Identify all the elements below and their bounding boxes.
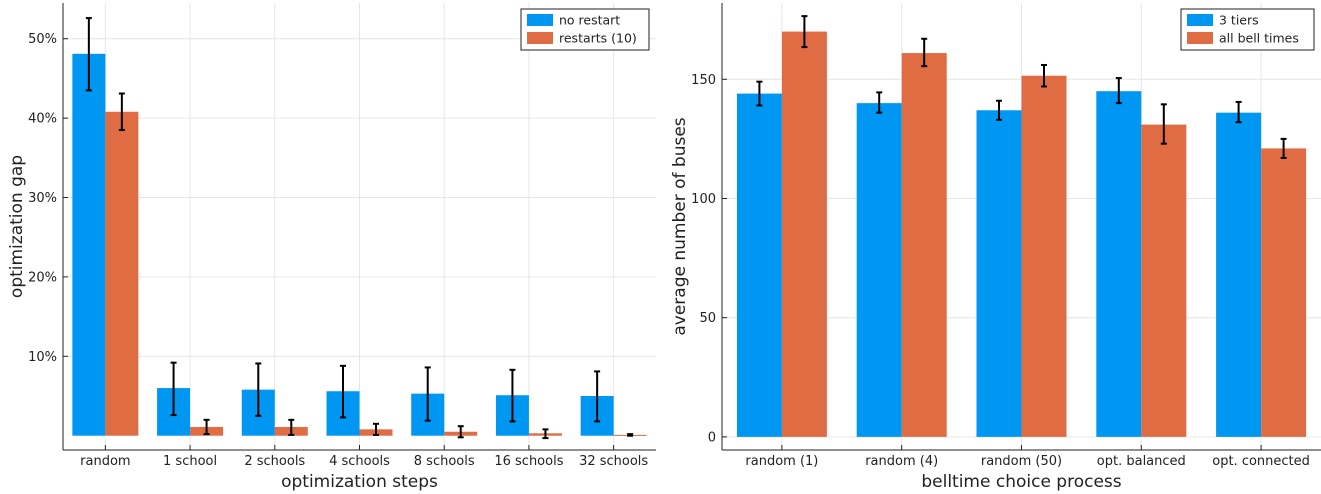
legend-swatch [1187,14,1213,26]
legend-swatch [527,32,553,44]
bar-buses-s1 [976,110,1022,437]
y-tick-label: 50% [28,32,57,47]
x-tick-label: random (4) [865,454,938,469]
bar-gap-s1 [72,53,106,436]
y-tick-label: 40% [28,112,57,127]
x-tick-label: 2 schools [244,454,305,469]
x-tick-label: random (1) [745,454,818,469]
bar-buses-s2 [781,31,827,437]
chart-average-buses: 0 50 100 150 random (1) random (4) random (50)… [670,3,1321,492]
legend-swatch [1187,32,1213,44]
y-tick-label: 10% [28,350,57,365]
x-tick-label: 16 schools [494,454,563,469]
chart-optimization-gap: 10% 20% 30% 40% 50% random 1 school 2 schools 4 … [7,3,656,492]
y-tick-label: 30% [28,191,57,206]
legend-swatch [527,14,553,26]
x-tick-label: 32 schools [579,454,648,469]
legend-label: all bell times [1219,31,1299,46]
bar-buses-s2 [1141,124,1187,437]
x-tick-label: random (50) [981,454,1062,469]
bar-gap-s2 [105,111,139,436]
bar-buses-s1 [736,93,782,437]
y-tick-label: 0 [708,430,716,445]
y-axis-label: optimization gap [7,155,27,298]
y-tick-label: 50 [699,311,716,326]
bar-buses-s1 [1216,112,1262,437]
bar-buses-s1 [1096,91,1142,437]
y-tick-label: 100 [691,192,716,207]
legend-label: 3 tiers [1219,13,1259,28]
y-axis-label: average number of buses [670,117,690,335]
x-tick-label: opt. balanced [1097,454,1186,469]
x-axis-label: belltime choice process [921,472,1121,492]
y-tick-label: 20% [28,270,57,285]
x-axis-label: optimization steps [281,472,438,492]
bar-buses-s2 [1021,75,1067,437]
bar-buses-s2 [901,53,947,437]
x-tick-label: 1 school [163,454,217,469]
x-tick-label: 8 schools [414,454,475,469]
x-tick-label: random [80,454,130,469]
bar-buses-s1 [856,103,902,437]
x-tick-label: 4 schools [329,454,390,469]
bar-buses-s2 [1261,148,1307,437]
y-tick-label: 150 [691,73,716,88]
x-tick-label: opt. connected [1212,454,1310,469]
legend-label: restarts (10) [559,31,637,46]
legend-label: no restart [559,13,620,28]
